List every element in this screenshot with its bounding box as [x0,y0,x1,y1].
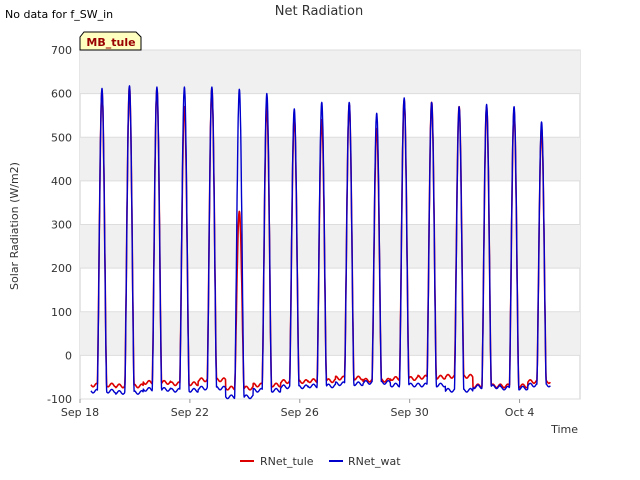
legend-label-rnet-tule: RNet_tule [260,455,314,468]
legend: RNet_tule RNet_wat [240,455,401,468]
x-tick-label: Sep 26 [281,406,319,419]
chart-title: Net Radiation [275,4,363,19]
x-tick-label: Sep 22 [171,406,209,419]
y-axis-label: Solar Radiation (W/m2) [8,162,21,290]
site-badge-label: MB_tule [86,36,135,49]
grid-band [80,224,580,269]
site-badge: MB_tule [79,31,142,51]
grid-lines [80,49,580,400]
y-tick-label: 400 [51,175,72,188]
y-tick-label: -100 [47,393,72,406]
series-layer [90,85,551,400]
x-tick-label: Sep 18 [61,406,99,419]
grid-band [80,311,580,356]
y-tick-label: 700 [51,44,72,57]
legend-label-rnet-wat: RNet_wat [348,455,401,468]
series-line-rnet-wat [90,85,551,400]
y-tick-label: 100 [51,306,72,319]
x-axis-label: Time [550,423,578,436]
y-tick-label: 300 [51,219,72,232]
no-data-note: No data for f_SW_in [5,8,113,21]
x-tick-label: Sep 30 [391,406,429,419]
x-tick-label: Oct 4 [505,406,535,419]
y-tick-label: 200 [51,262,72,275]
y-tick-label: 0 [65,349,72,362]
grid-band [80,50,580,94]
grid-band [80,137,580,181]
y-tick-label: 500 [51,131,72,144]
y-axis-ticks: -100 0 100 200 300 400 500 600 700 [47,44,72,406]
x-axis-ticks: Sep 18 Sep 22 Sep 26 Sep 30 Oct 4 [61,399,534,419]
y-tick-label: 600 [51,88,72,101]
